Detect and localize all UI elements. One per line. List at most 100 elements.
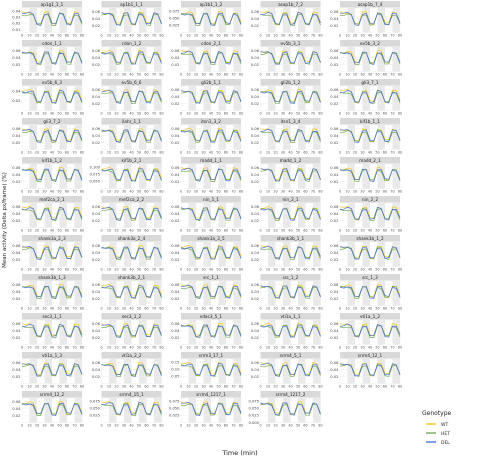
x-tick-label: 10 [186,73,190,77]
x-tick-label: 40 [50,424,54,428]
night-band [283,281,291,306]
strip-background [181,79,241,86]
x-tick-labels: 0 10 20 30 40 50 60 70 80 [259,346,322,350]
x-tick-label: 0 [21,424,23,428]
night-band [298,242,306,267]
y-tick-label: 0.04 [251,329,260,333]
x-tick-label: 20 [194,346,198,350]
night-band [362,164,370,189]
y-tick-label: 0.01 [12,28,20,32]
x-tick-label: 70 [152,229,156,233]
x-tick-label: 50 [375,346,379,350]
facet-panel: mef2ca_2_2 0.02 0.04 0.06 0 10 20 30 40 50 60 70 80 [92,196,164,233]
night-band [154,8,162,33]
x-tick-label: 20 [114,151,118,155]
x-tick-label: 30 [281,151,285,155]
night-band [44,359,52,384]
night-band [44,47,52,72]
series-line-del [180,363,242,377]
x-tick-label: 30 [360,34,364,38]
y-tick-label: 0.06 [251,361,260,365]
x-tick-label: 80 [318,385,322,389]
facet-panel: nin_2_1 0.02 0.04 0.06 0 10 20 30 40 50 60 70 80 [251,196,323,233]
x-tick-label: 20 [273,151,277,155]
x-tick-label: 60 [224,385,228,389]
facet-panel: shank3b_1_2 0.02 0.04 0.06 0 10 20 30 40 50 60 70 80 [330,235,402,272]
night-band [109,203,117,228]
x-tick-labels: 0 10 20 30 40 50 60 70 80 [180,34,243,38]
panel-title: srrm4_1217_2 [276,392,306,397]
y-tick-label: 0.02 [171,336,179,340]
y-tick-label: 0.02 [12,99,20,103]
x-tick-label: 20 [35,346,39,350]
night-band [44,320,52,345]
x-tick-label: 20 [273,424,277,428]
x-tick-label: 80 [159,73,163,77]
night-band [139,203,147,228]
series-line-het [260,13,321,27]
x-tick-label: 60 [65,73,69,77]
x-tick-label: 30 [122,229,126,233]
x-tick-labels: 0 10 20 30 40 50 60 70 80 [259,151,322,155]
facet-panel: gli3_7_2 0.02 0.04 0.06 0 10 20 30 40 50 60 70 80 [12,118,84,155]
x-tick-label: 50 [375,112,379,116]
series-line-het [260,130,321,144]
y-tick-label: 0.04 [330,134,339,138]
night-band [313,320,321,345]
x-tick-label: 70 [311,34,315,38]
night-band [283,125,291,150]
x-tick-label: 70 [152,112,156,116]
x-tick-label: 60 [224,424,228,428]
y-tick-label: 0.02 [171,180,179,184]
night-band [44,125,52,150]
panel-title: vti1a_1_2 [360,314,380,319]
x-tick-label: 60 [224,190,228,194]
x-tick-label: 50 [296,34,300,38]
strip-background [22,79,82,86]
night-band [203,281,211,306]
night-band [392,86,400,111]
series-line-del [180,13,242,26]
x-tick-label: 80 [239,424,243,428]
night-band [188,164,196,189]
x-tick-label: 10 [27,346,31,350]
x-tick-label: 20 [194,307,198,311]
x-tick-label: 60 [224,151,228,155]
y-tick-label: 0.06 [171,88,180,92]
panel-title: shank3a_2_3 [38,236,66,241]
panel-title: srrm4_5_1 [280,353,302,358]
x-tick-labels: 0 10 20 30 40 50 60 70 80 [100,190,163,194]
x-tick-label: 40 [50,34,54,38]
night-band [283,398,291,423]
y-tick-label: 0.02 [171,297,179,301]
panel-title: mef2ca_2_2 [119,197,145,202]
x-tick-label: 40 [50,346,54,350]
x-tick-label: 80 [159,385,163,389]
x-tick-labels: 0 10 20 30 40 50 60 70 80 [21,151,84,155]
x-tick-label: 80 [318,190,322,194]
facet-panel: sec3_1_1 0.02 0.04 0.06 0 10 20 30 40 50 60 70 80 [12,313,84,350]
strip-background [22,40,82,47]
series-line-del [101,323,162,338]
x-tick-label: 50 [375,73,379,77]
night-band [188,8,196,33]
series-line-del [21,90,83,104]
y-tick-label: 0.06 [171,244,180,248]
x-tick-label: 50 [296,229,300,233]
x-tick-label: 80 [398,229,402,233]
night-band [377,359,385,384]
x-tick-label: 20 [273,307,277,311]
x-tick-label: 80 [80,385,84,389]
x-tick-label: 60 [303,229,307,233]
series-line-del [260,402,321,416]
panel-title: shank3b_1_3 [38,275,66,280]
y-tick-label: 0.02 [171,141,179,145]
x-tick-label: 50 [137,268,141,272]
panel-title: nin_2_1 [283,197,299,202]
y-tick-label: 0.02 [92,24,100,28]
y-tick-label: 0.075 [169,9,180,13]
x-tick-labels: 0 10 20 30 40 50 60 70 80 [339,229,402,233]
x-tick-label: 10 [345,268,349,272]
strip-background [340,313,400,320]
night-band [59,164,67,189]
